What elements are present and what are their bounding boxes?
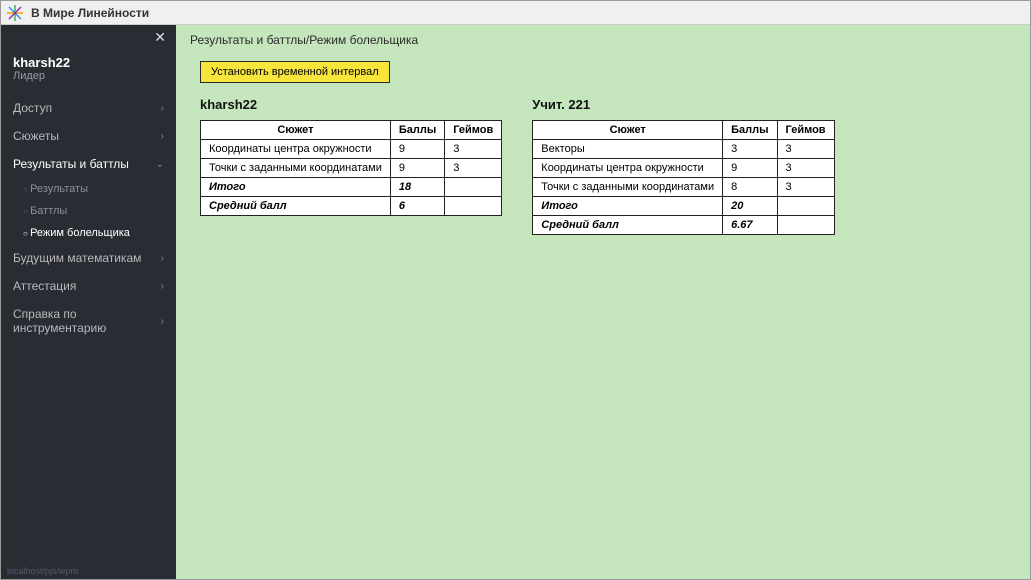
table-row-avg: Средний балл6 bbox=[201, 197, 502, 216]
table-header: Баллы bbox=[723, 121, 777, 140]
player-title: kharsh22 bbox=[200, 97, 502, 112]
player-title: Учит. 221 bbox=[532, 97, 834, 112]
table-cell: Координаты центра окружности bbox=[533, 159, 723, 178]
table-header: Сюжет bbox=[533, 121, 723, 140]
table-cell: 9 bbox=[723, 159, 777, 178]
main-panel: Результаты и баттлы/Режим болельщика Уст… bbox=[176, 25, 1030, 579]
sidebar-item-label: Доступ bbox=[13, 101, 52, 115]
sidebar-item-label: Будущим математикам bbox=[13, 251, 141, 265]
app-window: В Мире Линейности ✕ kharsh22 Лидер Досту… bbox=[0, 0, 1031, 580]
table-cell bbox=[445, 178, 502, 197]
sidebar-item[interactable]: Будущим математикам › bbox=[1, 244, 176, 272]
table-cell: 3 bbox=[723, 140, 777, 159]
table-cell: 9 bbox=[390, 159, 444, 178]
table-cell: 8 bbox=[723, 178, 777, 197]
chevron-down-icon: ⌄ bbox=[156, 159, 164, 170]
table-cell: 6.67 bbox=[723, 216, 777, 235]
table-row-total: Итого20 bbox=[533, 197, 834, 216]
sidebar: ✕ kharsh22 Лидер Доступ › Сюжеты › Результат… bbox=[1, 25, 176, 579]
table-header: Геймов bbox=[777, 121, 834, 140]
player-block: kharsh22СюжетБаллыГеймовКоординаты центр… bbox=[200, 97, 502, 216]
chevron-right-icon: › bbox=[161, 103, 164, 114]
chevron-right-icon: › bbox=[161, 131, 164, 142]
window-title: В Мире Линейности bbox=[31, 6, 149, 20]
user-block: kharsh22 Лидер bbox=[1, 49, 176, 94]
table-cell bbox=[777, 216, 834, 235]
footer-link: localhost/pjs/wpm bbox=[7, 566, 78, 576]
sidebar-nav: Доступ›Сюжеты›Результаты и баттлы⌄Резуль… bbox=[1, 94, 176, 342]
titlebar: В Мире Линейности bbox=[1, 1, 1030, 25]
sidebar-subitem[interactable]: Баттлы bbox=[1, 200, 176, 222]
table-cell: Точки с заданными координатами bbox=[533, 178, 723, 197]
table-cell bbox=[445, 197, 502, 216]
sidebar-item[interactable]: Справка по инструментарию› bbox=[1, 300, 176, 342]
table-row: Координаты центра окружности93 bbox=[201, 140, 502, 159]
content: Установить временной интервал kharsh22 Сю… bbox=[176, 55, 1030, 259]
table-cell: Итого bbox=[533, 197, 723, 216]
table-cell: Векторы bbox=[533, 140, 723, 159]
chevron-right-icon: › bbox=[161, 253, 164, 264]
table-cell: Координаты центра окружности bbox=[201, 140, 391, 159]
table-cell: 3 bbox=[777, 178, 834, 197]
table-cell: Итого bbox=[201, 178, 391, 197]
table-header: Геймов bbox=[445, 121, 502, 140]
table-row-total: Итого18 bbox=[201, 178, 502, 197]
table-cell: 3 bbox=[777, 159, 834, 178]
sidebar-item-label: Результаты и баттлы bbox=[13, 157, 129, 171]
table-cell: 9 bbox=[390, 140, 444, 159]
sidebar-close-row: ✕ bbox=[1, 25, 176, 49]
sidebar-item[interactable]: Доступ › bbox=[1, 94, 176, 122]
table-cell: Средний балл bbox=[201, 197, 391, 216]
breadcrumb: Результаты и баттлы/Режим болельщика bbox=[176, 25, 1030, 55]
sidebar-subitem[interactable]: Результаты bbox=[1, 178, 176, 200]
table-cell: 3 bbox=[445, 140, 502, 159]
table-header: Баллы bbox=[390, 121, 444, 140]
sidebar-item-label: Справка по инструментарию bbox=[13, 307, 161, 335]
sidebar-submenu: РезультатыБаттлыРежим болельщика bbox=[1, 178, 176, 244]
sidebar-subitem[interactable]: Режим болельщика bbox=[1, 222, 176, 244]
app-logo-icon bbox=[7, 5, 23, 21]
close-icon[interactable]: ✕ bbox=[148, 29, 172, 46]
app-body: ✕ kharsh22 Лидер Доступ › Сюжеты › Результат… bbox=[1, 25, 1030, 579]
sidebar-item-label: Аттестация bbox=[13, 279, 76, 293]
table-row: Точки с заданными координатами83 bbox=[533, 178, 834, 197]
results-table: СюжетБаллыГеймовВекторы33Координаты цент… bbox=[532, 120, 834, 235]
table-cell bbox=[777, 197, 834, 216]
sidebar-item[interactable]: Сюжеты › bbox=[1, 122, 176, 150]
table-cell: Точки с заданными координатами bbox=[201, 159, 391, 178]
table-cell: 6 bbox=[390, 197, 444, 216]
chevron-right-icon: › bbox=[161, 281, 164, 292]
table-cell: 3 bbox=[445, 159, 502, 178]
user-name: kharsh22 bbox=[13, 55, 164, 70]
table-cell: Средний балл bbox=[533, 216, 723, 235]
table-row: Векторы33 bbox=[533, 140, 834, 159]
sidebar-item[interactable]: Аттестация › bbox=[1, 272, 176, 300]
sidebar-item[interactable]: Результаты и баттлы ⌄ bbox=[1, 150, 176, 178]
player-block: Учит. 221СюжетБаллыГеймовВекторы33Коорди… bbox=[532, 97, 834, 235]
table-row: Координаты центра окружности93 bbox=[533, 159, 834, 178]
table-cell: 3 bbox=[777, 140, 834, 159]
table-row-avg: Средний балл6.67 bbox=[533, 216, 834, 235]
set-time-interval-button[interactable]: Установить временной интервал bbox=[200, 61, 390, 83]
table-cell: 18 bbox=[390, 178, 444, 197]
tables-row: kharsh22СюжетБаллыГеймовКоординаты центр… bbox=[200, 97, 1006, 235]
table-cell: 20 bbox=[723, 197, 777, 216]
table-header: Сюжет bbox=[201, 121, 391, 140]
results-table: СюжетБаллыГеймовКоординаты центра окружн… bbox=[200, 120, 502, 216]
sidebar-item-label: Сюжеты bbox=[13, 129, 59, 143]
user-role: Лидер bbox=[13, 70, 164, 82]
chevron-right-icon: › bbox=[161, 316, 164, 327]
table-row: Точки с заданными координатами93 bbox=[201, 159, 502, 178]
